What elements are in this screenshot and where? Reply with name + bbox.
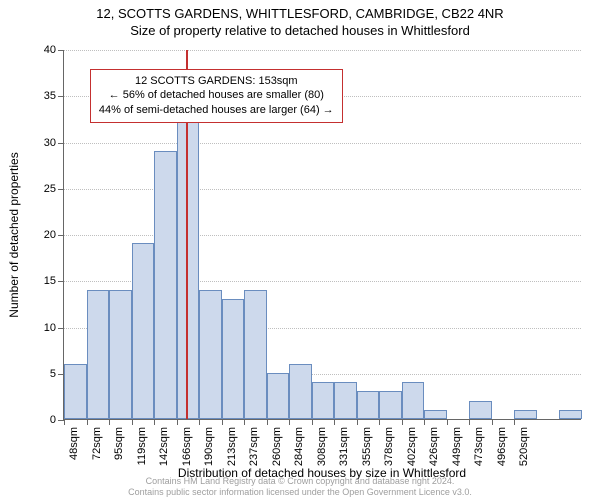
- annotation-line-3: 44% of semi-detached houses are larger (…: [99, 103, 334, 118]
- x-tick-label: 520sqm: [518, 427, 530, 466]
- histogram-bar: [289, 364, 312, 420]
- histogram-bar: [514, 410, 537, 419]
- x-tick: [199, 419, 200, 425]
- x-tick-label: 260sqm: [271, 427, 283, 466]
- y-tick-label: 0: [50, 414, 56, 426]
- histogram-bar: [64, 364, 87, 420]
- plot-area: 051015202530354048sqm72sqm95sqm119sqm142…: [63, 50, 581, 420]
- y-tick-label: 10: [44, 322, 56, 334]
- x-tick-label: 378sqm: [383, 427, 395, 466]
- x-tick-label: 190sqm: [203, 427, 215, 466]
- y-tick: [58, 143, 64, 144]
- x-tick-label: 166sqm: [181, 427, 193, 466]
- x-tick-label: 95sqm: [113, 427, 125, 460]
- y-tick: [58, 281, 64, 282]
- x-tick-label: 331sqm: [338, 427, 350, 466]
- y-tick-label: 20: [44, 229, 56, 241]
- footer-line-1: Contains HM Land Registry data © Crown c…: [128, 476, 472, 487]
- x-tick: [289, 419, 290, 425]
- histogram-bar: [199, 290, 222, 420]
- histogram-bar: [559, 410, 582, 419]
- y-tick-label: 40: [44, 44, 56, 56]
- histogram-bar: [334, 382, 357, 419]
- title-line-1: 12, SCOTTS GARDENS, WHITTLESFORD, CAMBRI…: [0, 6, 600, 23]
- y-tick: [58, 189, 64, 190]
- x-tick: [87, 419, 88, 425]
- x-tick-label: 426sqm: [428, 427, 440, 466]
- annotation-box: 12 SCOTTS GARDENS: 153sqm ← 56% of detac…: [90, 69, 343, 124]
- histogram-bar: [402, 382, 425, 419]
- y-tick: [58, 50, 64, 51]
- histogram-bar: [244, 290, 267, 420]
- x-tick: [424, 419, 425, 425]
- gridline: [64, 143, 581, 144]
- footer: Contains HM Land Registry data © Crown c…: [128, 476, 472, 499]
- histogram-bar: [132, 243, 155, 419]
- x-tick: [267, 419, 268, 425]
- histogram-bar: [424, 410, 447, 419]
- histogram-bar: [154, 151, 177, 419]
- x-tick-label: 449sqm: [451, 427, 463, 466]
- histogram-bar: [222, 299, 245, 419]
- x-tick-label: 402sqm: [406, 427, 418, 466]
- y-tick: [58, 328, 64, 329]
- y-tick-label: 15: [44, 275, 56, 287]
- x-tick: [334, 419, 335, 425]
- footer-line-2: Contains public sector information licen…: [128, 487, 472, 498]
- x-tick: [514, 419, 515, 425]
- x-tick-label: 308sqm: [316, 427, 328, 466]
- annotation-line-2: ← 56% of detached houses are smaller (80…: [99, 88, 334, 103]
- histogram-bar: [87, 290, 110, 420]
- x-tick: [379, 419, 380, 425]
- x-tick: [154, 419, 155, 425]
- x-tick: [492, 419, 493, 425]
- gridline: [64, 189, 581, 190]
- title-line-2: Size of property relative to detached ho…: [0, 23, 600, 40]
- y-tick-label: 30: [44, 137, 56, 149]
- x-tick: [469, 419, 470, 425]
- x-tick-label: 119sqm: [136, 427, 148, 465]
- histogram-bar: [312, 382, 335, 419]
- x-tick: [244, 419, 245, 425]
- x-tick: [177, 419, 178, 425]
- x-tick: [402, 419, 403, 425]
- y-tick-label: 5: [50, 368, 56, 380]
- x-tick: [312, 419, 313, 425]
- histogram-bar: [379, 391, 402, 419]
- x-tick: [132, 419, 133, 425]
- x-tick-label: 213sqm: [226, 427, 238, 466]
- x-tick: [109, 419, 110, 425]
- x-tick: [447, 419, 448, 425]
- chart-container: 12, SCOTTS GARDENS, WHITTLESFORD, CAMBRI…: [0, 0, 600, 500]
- gridline: [64, 50, 581, 51]
- gridline: [64, 235, 581, 236]
- x-tick-label: 237sqm: [248, 427, 260, 466]
- x-tick: [222, 419, 223, 425]
- x-tick-label: 473sqm: [473, 427, 485, 466]
- x-tick-label: 72sqm: [91, 427, 103, 460]
- histogram-bar: [469, 401, 492, 420]
- histogram-bar: [357, 391, 380, 419]
- x-tick-label: 496sqm: [496, 427, 508, 466]
- x-tick: [64, 419, 65, 425]
- x-tick-label: 142sqm: [158, 427, 170, 466]
- x-tick-label: 48sqm: [68, 427, 80, 460]
- histogram-bar: [177, 105, 200, 420]
- histogram-bar: [267, 373, 290, 419]
- x-tick: [357, 419, 358, 425]
- x-tick-label: 355sqm: [361, 427, 373, 466]
- y-tick-label: 35: [44, 90, 56, 102]
- histogram-bar: [109, 290, 132, 420]
- title-block: 12, SCOTTS GARDENS, WHITTLESFORD, CAMBRI…: [0, 0, 600, 40]
- annotation-line-1: 12 SCOTTS GARDENS: 153sqm: [99, 74, 334, 89]
- x-tick-label: 284sqm: [293, 427, 305, 466]
- y-tick: [58, 96, 64, 97]
- y-tick-label: 25: [44, 183, 56, 195]
- y-axis-label: Number of detached properties: [7, 152, 21, 317]
- y-tick: [58, 235, 64, 236]
